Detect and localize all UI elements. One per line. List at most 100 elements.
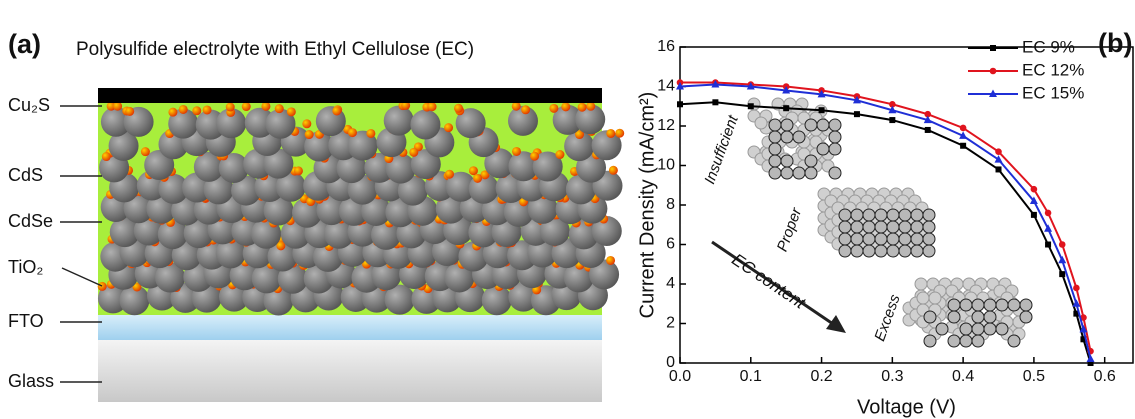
quantum-dot	[586, 102, 595, 111]
inset-sphere	[863, 221, 875, 233]
marker	[1045, 210, 1052, 217]
y-tick-label: 16	[657, 38, 675, 55]
y-tick-label: 14	[657, 78, 675, 95]
quantum-dot	[512, 102, 521, 111]
legend-label: EC 9%	[1022, 37, 1075, 56]
quantum-dot	[332, 106, 341, 115]
inset-sphere	[829, 167, 841, 179]
inset-sphere	[948, 335, 960, 347]
marker	[819, 107, 825, 113]
marker	[925, 127, 931, 133]
inset-sphere	[924, 311, 936, 323]
inset-sphere	[769, 155, 781, 167]
marker	[889, 117, 895, 123]
inset-sphere	[996, 323, 1008, 335]
quantum-dot	[261, 102, 270, 111]
marker	[995, 148, 1002, 155]
inset-sphere	[923, 209, 935, 221]
glass-layer	[98, 340, 602, 402]
inset-sphere	[781, 131, 793, 143]
inset-sphere	[899, 245, 911, 257]
layer-label: CdSe	[8, 211, 53, 231]
quantum-dot	[242, 102, 251, 111]
marker	[748, 103, 754, 109]
inset-sphere	[960, 323, 972, 335]
marker	[1059, 271, 1065, 277]
inset-sphere	[851, 245, 863, 257]
inset-sphere	[781, 119, 793, 131]
quantum-dot	[454, 104, 463, 113]
inset-sphere	[924, 335, 936, 347]
x-tick-label: 0.6	[1094, 368, 1116, 385]
quantum-dot	[348, 128, 357, 137]
y-tick-label: 6	[666, 236, 675, 253]
marker	[1045, 242, 1051, 248]
inset-sphere	[984, 299, 996, 311]
inset-sphere	[863, 233, 875, 245]
inset-sphere	[936, 323, 948, 335]
layer-label: CdS	[8, 165, 43, 185]
inset-sphere	[755, 117, 767, 129]
layer-label: FTO	[8, 311, 44, 331]
panel-label: (a)	[8, 29, 41, 59]
quantum-dot	[428, 102, 437, 111]
layer-label: TiO₂	[8, 257, 43, 277]
inset-sphere	[863, 245, 875, 257]
inset-sphere	[1008, 299, 1020, 311]
quantum-dot	[275, 104, 284, 113]
quantum-dot	[168, 108, 177, 117]
inset-sphere	[829, 143, 841, 155]
quantum-dot	[287, 107, 296, 116]
arrow-head	[826, 315, 846, 333]
inset-sphere	[887, 221, 899, 233]
marker	[1031, 212, 1037, 218]
quantum-dot	[512, 147, 521, 156]
inset-sphere	[793, 131, 805, 143]
quantum-dot	[192, 106, 201, 115]
quantum-dot	[141, 147, 150, 156]
inset-sphere	[851, 221, 863, 233]
quantum-dot	[473, 174, 482, 183]
layer-label: Glass	[8, 371, 54, 391]
quantum-dot	[555, 150, 564, 159]
inset-sphere	[899, 209, 911, 221]
x-tick-label: 0.0	[669, 368, 691, 385]
inset-sphere	[984, 311, 996, 323]
inset-sphere	[923, 245, 935, 257]
inset-label: Insufficient	[701, 112, 742, 186]
inset-sphere	[917, 292, 929, 304]
quantum-dot	[445, 170, 454, 179]
x-tick-label: 0.3	[881, 368, 903, 385]
quantum-dot	[530, 152, 539, 161]
marker	[1031, 186, 1038, 193]
layer-label: Cu₂S	[8, 95, 50, 115]
quantum-dot	[615, 129, 624, 138]
inset-sphere	[839, 233, 851, 245]
marker	[1073, 285, 1080, 292]
inset-sphere	[911, 221, 923, 233]
arrow-label: EC content	[728, 250, 809, 313]
leader-line	[62, 268, 102, 286]
quantum-dot	[366, 129, 375, 138]
inset-sphere	[972, 299, 984, 311]
legend-label: EC 12%	[1022, 60, 1084, 79]
inset-sphere	[915, 278, 927, 290]
inset-sphere	[805, 155, 817, 167]
inset-sphere	[851, 209, 863, 221]
y-tick-label: 8	[666, 196, 675, 213]
inset-sphere	[769, 131, 781, 143]
inset-sphere	[839, 221, 851, 233]
quantum-dot	[606, 129, 615, 138]
quantum-dot	[113, 102, 122, 111]
marker	[677, 101, 683, 107]
marker	[996, 166, 1002, 172]
figure: (a) Polysulfide electrolyte with Ethyl C…	[0, 0, 1135, 419]
inset-sphere	[887, 233, 899, 245]
inset-sphere	[923, 221, 935, 233]
inset-sphere	[839, 245, 851, 257]
marker	[712, 99, 718, 105]
x-tick-label: 0.5	[1023, 368, 1045, 385]
quantum-dot	[469, 166, 478, 175]
inset-sphere	[781, 155, 793, 167]
inset-sphere	[1020, 311, 1032, 323]
